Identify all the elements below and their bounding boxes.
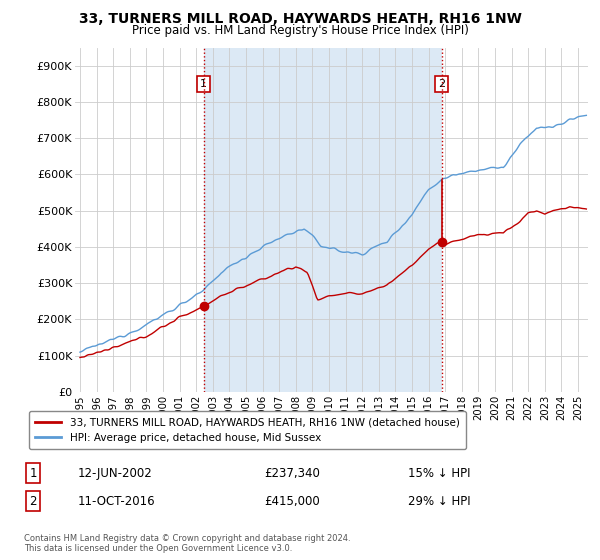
- Text: Contains HM Land Registry data © Crown copyright and database right 2024.
This d: Contains HM Land Registry data © Crown c…: [24, 534, 350, 553]
- Text: 2: 2: [29, 494, 37, 508]
- Legend: 33, TURNERS MILL ROAD, HAYWARDS HEATH, RH16 1NW (detached house), HPI: Average p: 33, TURNERS MILL ROAD, HAYWARDS HEATH, R…: [29, 411, 466, 449]
- Text: 29% ↓ HPI: 29% ↓ HPI: [408, 494, 470, 508]
- Text: £237,340: £237,340: [264, 466, 320, 480]
- Text: £415,000: £415,000: [264, 494, 320, 508]
- Bar: [203, 48, 442, 392]
- Text: 15% ↓ HPI: 15% ↓ HPI: [408, 466, 470, 480]
- Text: 33, TURNERS MILL ROAD, HAYWARDS HEATH, RH16 1NW: 33, TURNERS MILL ROAD, HAYWARDS HEATH, R…: [79, 12, 521, 26]
- Text: Price paid vs. HM Land Registry's House Price Index (HPI): Price paid vs. HM Land Registry's House …: [131, 24, 469, 36]
- Text: 2: 2: [438, 79, 445, 89]
- Text: 11-OCT-2016: 11-OCT-2016: [78, 494, 155, 508]
- Text: 1: 1: [29, 466, 37, 480]
- Text: 12-JUN-2002: 12-JUN-2002: [78, 466, 153, 480]
- Text: 1: 1: [200, 79, 207, 89]
